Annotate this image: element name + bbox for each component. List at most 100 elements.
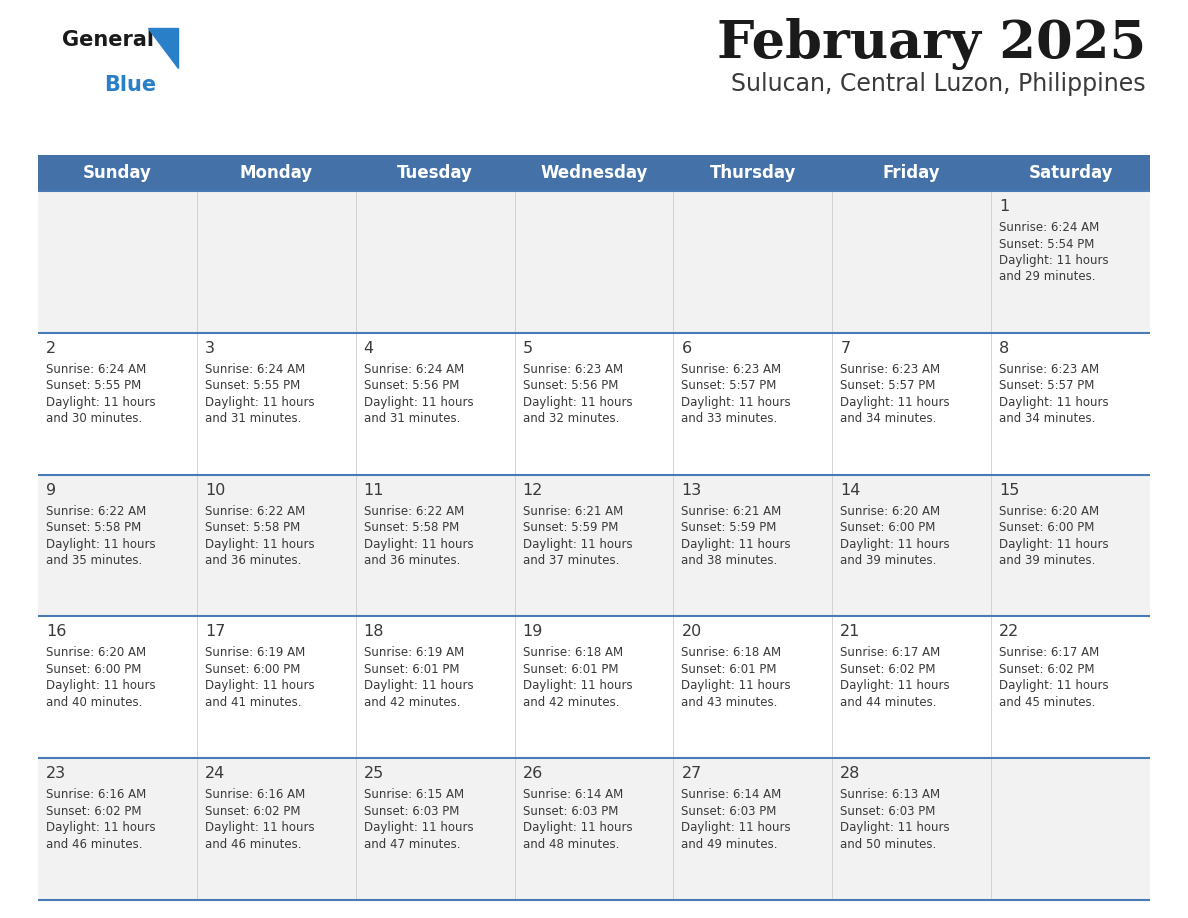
Text: Sunrise: 6:20 AM: Sunrise: 6:20 AM xyxy=(840,505,941,518)
Text: Sunrise: 6:21 AM: Sunrise: 6:21 AM xyxy=(523,505,623,518)
Text: and 45 minutes.: and 45 minutes. xyxy=(999,696,1095,709)
Text: Sunrise: 6:17 AM: Sunrise: 6:17 AM xyxy=(840,646,941,659)
Text: Daylight: 11 hours: Daylight: 11 hours xyxy=(999,679,1108,692)
Text: 24: 24 xyxy=(204,767,225,781)
Text: Daylight: 11 hours: Daylight: 11 hours xyxy=(682,396,791,409)
Text: Sunrise: 6:22 AM: Sunrise: 6:22 AM xyxy=(364,505,465,518)
Text: Sunrise: 6:16 AM: Sunrise: 6:16 AM xyxy=(204,789,305,801)
Text: Monday: Monday xyxy=(240,164,312,182)
Text: Tuesday: Tuesday xyxy=(397,164,473,182)
Text: 1: 1 xyxy=(999,199,1010,214)
Text: Daylight: 11 hours: Daylight: 11 hours xyxy=(364,679,473,692)
Text: and 36 minutes.: and 36 minutes. xyxy=(204,554,302,567)
Text: Sunset: 5:57 PM: Sunset: 5:57 PM xyxy=(840,379,936,392)
Text: Sunset: 5:55 PM: Sunset: 5:55 PM xyxy=(46,379,141,392)
Text: Sunrise: 6:18 AM: Sunrise: 6:18 AM xyxy=(682,646,782,659)
Text: and 39 minutes.: and 39 minutes. xyxy=(840,554,936,567)
Text: Daylight: 11 hours: Daylight: 11 hours xyxy=(840,396,950,409)
Polygon shape xyxy=(148,28,178,68)
Text: 4: 4 xyxy=(364,341,374,356)
Text: Sunrise: 6:24 AM: Sunrise: 6:24 AM xyxy=(364,363,465,375)
Text: Daylight: 11 hours: Daylight: 11 hours xyxy=(204,396,315,409)
Text: 23: 23 xyxy=(46,767,67,781)
Text: and 40 minutes.: and 40 minutes. xyxy=(46,696,143,709)
Text: Sunset: 5:58 PM: Sunset: 5:58 PM xyxy=(46,521,141,534)
Text: Sunset: 6:03 PM: Sunset: 6:03 PM xyxy=(840,805,936,818)
Text: Sunset: 6:03 PM: Sunset: 6:03 PM xyxy=(682,805,777,818)
Text: Daylight: 11 hours: Daylight: 11 hours xyxy=(682,538,791,551)
Text: Sunrise: 6:24 AM: Sunrise: 6:24 AM xyxy=(999,221,1099,234)
Text: Sunrise: 6:18 AM: Sunrise: 6:18 AM xyxy=(523,646,623,659)
Text: Sunset: 6:02 PM: Sunset: 6:02 PM xyxy=(840,663,936,676)
Text: Sunrise: 6:21 AM: Sunrise: 6:21 AM xyxy=(682,505,782,518)
Text: Daylight: 11 hours: Daylight: 11 hours xyxy=(46,538,156,551)
Text: and 43 minutes.: and 43 minutes. xyxy=(682,696,778,709)
Text: 15: 15 xyxy=(999,483,1019,498)
Text: and 32 minutes.: and 32 minutes. xyxy=(523,412,619,425)
Text: Sunset: 6:02 PM: Sunset: 6:02 PM xyxy=(46,805,141,818)
Text: Daylight: 11 hours: Daylight: 11 hours xyxy=(840,538,950,551)
Text: Daylight: 11 hours: Daylight: 11 hours xyxy=(682,822,791,834)
Text: Sunset: 5:59 PM: Sunset: 5:59 PM xyxy=(523,521,618,534)
Text: and 30 minutes.: and 30 minutes. xyxy=(46,412,143,425)
Text: Sunset: 6:00 PM: Sunset: 6:00 PM xyxy=(46,663,141,676)
Text: Sunrise: 6:24 AM: Sunrise: 6:24 AM xyxy=(204,363,305,375)
Text: and 29 minutes.: and 29 minutes. xyxy=(999,271,1095,284)
Text: 22: 22 xyxy=(999,624,1019,640)
Text: 27: 27 xyxy=(682,767,702,781)
Text: 8: 8 xyxy=(999,341,1010,356)
Text: Sunset: 6:03 PM: Sunset: 6:03 PM xyxy=(364,805,459,818)
Text: Blue: Blue xyxy=(105,75,156,95)
Text: Sunrise: 6:16 AM: Sunrise: 6:16 AM xyxy=(46,789,146,801)
Text: February 2025: February 2025 xyxy=(716,18,1146,70)
Text: Daylight: 11 hours: Daylight: 11 hours xyxy=(364,396,473,409)
Text: Sulucan, Central Luzon, Philippines: Sulucan, Central Luzon, Philippines xyxy=(732,72,1146,96)
Text: Daylight: 11 hours: Daylight: 11 hours xyxy=(46,396,156,409)
Text: Daylight: 11 hours: Daylight: 11 hours xyxy=(523,679,632,692)
Text: Sunrise: 6:23 AM: Sunrise: 6:23 AM xyxy=(840,363,941,375)
Text: and 33 minutes.: and 33 minutes. xyxy=(682,412,778,425)
Text: Sunrise: 6:22 AM: Sunrise: 6:22 AM xyxy=(204,505,305,518)
Text: Daylight: 11 hours: Daylight: 11 hours xyxy=(204,679,315,692)
Text: Sunday: Sunday xyxy=(83,164,152,182)
Text: and 49 minutes.: and 49 minutes. xyxy=(682,838,778,851)
Text: Sunset: 6:02 PM: Sunset: 6:02 PM xyxy=(999,663,1094,676)
Text: General: General xyxy=(62,30,154,50)
Text: Daylight: 11 hours: Daylight: 11 hours xyxy=(840,822,950,834)
Text: Sunrise: 6:23 AM: Sunrise: 6:23 AM xyxy=(682,363,782,375)
Text: Wednesday: Wednesday xyxy=(541,164,647,182)
Text: 6: 6 xyxy=(682,341,691,356)
Text: 28: 28 xyxy=(840,767,860,781)
Text: 21: 21 xyxy=(840,624,860,640)
Text: Daylight: 11 hours: Daylight: 11 hours xyxy=(682,679,791,692)
Text: Sunrise: 6:20 AM: Sunrise: 6:20 AM xyxy=(46,646,146,659)
Text: Sunset: 6:01 PM: Sunset: 6:01 PM xyxy=(523,663,618,676)
Text: Daylight: 11 hours: Daylight: 11 hours xyxy=(46,822,156,834)
Text: Sunset: 5:57 PM: Sunset: 5:57 PM xyxy=(682,379,777,392)
Text: 14: 14 xyxy=(840,483,860,498)
Text: Sunrise: 6:22 AM: Sunrise: 6:22 AM xyxy=(46,505,146,518)
Text: and 39 minutes.: and 39 minutes. xyxy=(999,554,1095,567)
Text: and 42 minutes.: and 42 minutes. xyxy=(364,696,460,709)
Bar xyxy=(38,191,1150,333)
Text: and 42 minutes.: and 42 minutes. xyxy=(523,696,619,709)
Text: Sunset: 5:54 PM: Sunset: 5:54 PM xyxy=(999,238,1094,251)
Text: Sunset: 5:57 PM: Sunset: 5:57 PM xyxy=(999,379,1094,392)
Text: Sunset: 6:00 PM: Sunset: 6:00 PM xyxy=(204,663,301,676)
Text: 9: 9 xyxy=(46,483,56,498)
Text: Thursday: Thursday xyxy=(709,164,796,182)
Text: Daylight: 11 hours: Daylight: 11 hours xyxy=(204,822,315,834)
Text: and 31 minutes.: and 31 minutes. xyxy=(364,412,460,425)
Text: Sunrise: 6:23 AM: Sunrise: 6:23 AM xyxy=(999,363,1099,375)
Text: Sunrise: 6:24 AM: Sunrise: 6:24 AM xyxy=(46,363,146,375)
Text: 2: 2 xyxy=(46,341,56,356)
Text: and 35 minutes.: and 35 minutes. xyxy=(46,554,143,567)
Text: Sunset: 5:58 PM: Sunset: 5:58 PM xyxy=(204,521,301,534)
Text: and 48 minutes.: and 48 minutes. xyxy=(523,838,619,851)
Text: Daylight: 11 hours: Daylight: 11 hours xyxy=(46,679,156,692)
Text: Sunrise: 6:13 AM: Sunrise: 6:13 AM xyxy=(840,789,941,801)
Text: and 34 minutes.: and 34 minutes. xyxy=(999,412,1095,425)
Text: Daylight: 11 hours: Daylight: 11 hours xyxy=(204,538,315,551)
Text: 18: 18 xyxy=(364,624,384,640)
Text: Sunset: 5:59 PM: Sunset: 5:59 PM xyxy=(682,521,777,534)
